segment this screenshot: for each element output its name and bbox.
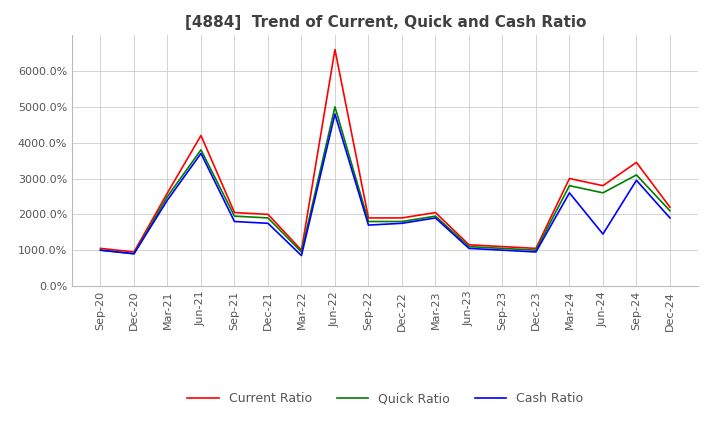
Cash Ratio <box>264 221 272 226</box>
Current Ratio <box>464 242 473 247</box>
Line: Cash Ratio: Cash Ratio <box>101 114 670 256</box>
Quick Ratio <box>230 213 239 219</box>
Current Ratio <box>598 183 607 188</box>
Cash Ratio <box>531 249 540 255</box>
Quick Ratio <box>665 208 674 213</box>
Current Ratio <box>364 215 373 220</box>
Quick Ratio <box>330 104 339 110</box>
Cash Ratio <box>197 151 205 156</box>
Cash Ratio <box>297 253 306 258</box>
Quick Ratio <box>163 194 172 199</box>
Current Ratio <box>498 244 507 249</box>
Quick Ratio <box>130 251 138 257</box>
Cash Ratio <box>665 215 674 220</box>
Current Ratio <box>632 160 641 165</box>
Quick Ratio <box>96 248 105 253</box>
Line: Quick Ratio: Quick Ratio <box>101 107 670 254</box>
Current Ratio <box>96 246 105 251</box>
Cash Ratio <box>230 219 239 224</box>
Current Ratio <box>531 246 540 251</box>
Cash Ratio <box>598 231 607 237</box>
Cash Ratio <box>565 190 574 195</box>
Quick Ratio <box>464 244 473 249</box>
Quick Ratio <box>565 183 574 188</box>
Current Ratio <box>197 133 205 138</box>
Current Ratio <box>297 248 306 253</box>
Current Ratio <box>397 215 406 220</box>
Cash Ratio <box>130 251 138 257</box>
Cash Ratio <box>163 198 172 203</box>
Current Ratio <box>130 249 138 255</box>
Quick Ratio <box>431 213 440 219</box>
Quick Ratio <box>598 190 607 195</box>
Cash Ratio <box>364 223 373 228</box>
Quick Ratio <box>197 147 205 153</box>
Cash Ratio <box>498 248 507 253</box>
Line: Current Ratio: Current Ratio <box>101 50 670 252</box>
Current Ratio <box>665 205 674 210</box>
Quick Ratio <box>498 246 507 251</box>
Current Ratio <box>163 190 172 195</box>
Current Ratio <box>230 210 239 215</box>
Quick Ratio <box>397 219 406 224</box>
Cash Ratio <box>397 221 406 226</box>
Current Ratio <box>330 47 339 52</box>
Legend: Current Ratio, Quick Ratio, Cash Ratio: Current Ratio, Quick Ratio, Cash Ratio <box>182 387 588 410</box>
Quick Ratio <box>364 219 373 224</box>
Quick Ratio <box>264 215 272 220</box>
Quick Ratio <box>632 172 641 178</box>
Current Ratio <box>431 210 440 215</box>
Current Ratio <box>565 176 574 181</box>
Cash Ratio <box>96 248 105 253</box>
Current Ratio <box>264 212 272 217</box>
Quick Ratio <box>531 248 540 253</box>
Quick Ratio <box>297 249 306 255</box>
Title: [4884]  Trend of Current, Quick and Cash Ratio: [4884] Trend of Current, Quick and Cash … <box>184 15 586 30</box>
Cash Ratio <box>431 215 440 220</box>
Cash Ratio <box>464 246 473 251</box>
Cash Ratio <box>330 111 339 117</box>
Cash Ratio <box>632 178 641 183</box>
